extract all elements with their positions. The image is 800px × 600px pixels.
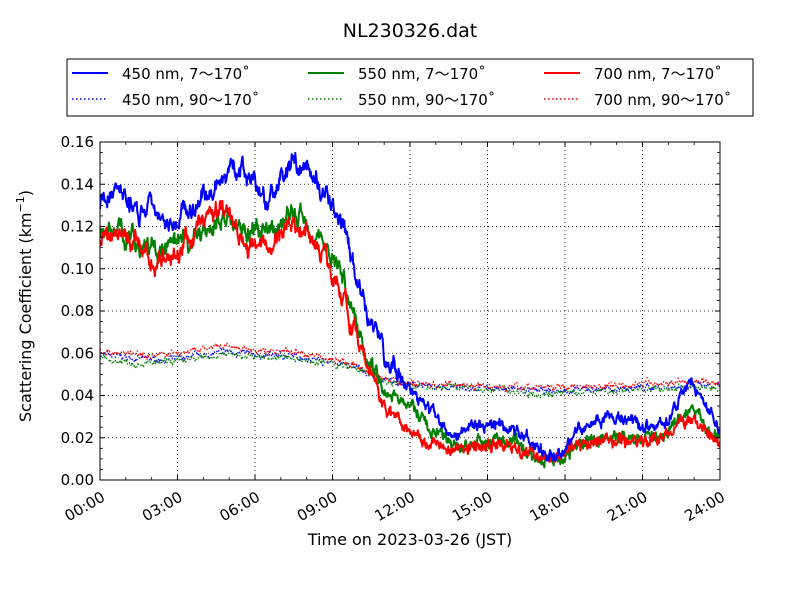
x-tick-label: 09:00 — [294, 488, 340, 525]
x-tick-labels: 00:00 03:00 06:00 09:00 12:00 15:00 18:00 21:00… — [62, 488, 728, 525]
series-line-4 — [100, 199, 720, 463]
y-tick-label: 0.08 — [61, 302, 94, 320]
y-tick-label: 0.00 — [61, 471, 94, 489]
y-axis-label-main: Scattering Coefficient (km — [16, 212, 35, 422]
plot-area — [99, 141, 721, 481]
series-layer — [100, 151, 720, 469]
x-tick-label: 03:00 — [139, 488, 185, 525]
legend-label-1: 450 nm, 90～170˚ — [122, 91, 259, 109]
y-tick-label: 0.02 — [61, 429, 94, 447]
series-line-0 — [100, 151, 720, 462]
x-tick-label: 15:00 — [449, 488, 495, 525]
x-tick-label: 18:00 — [527, 488, 573, 525]
chart-title: NL230326.dat — [343, 20, 478, 42]
legend-label-4: 700 nm, 7～170˚ — [594, 65, 722, 83]
y-tick-label: 0.12 — [61, 218, 94, 236]
y-tick-label: 0.04 — [61, 387, 94, 405]
y-tick-label: 0.16 — [61, 133, 94, 151]
x-tick-label: 00:00 — [62, 488, 108, 525]
y-tick-label: 0.10 — [61, 260, 94, 278]
axis-ticks — [99, 141, 721, 481]
y-axis-label: Scattering Coefficient (km−1) — [14, 190, 35, 422]
x-tick-label: 12:00 — [372, 488, 418, 525]
legend-label-0: 450 nm, 7～170˚ — [122, 65, 250, 83]
chart-legend: 450 nm, 7～170˚ 450 nm, 90～170˚ 550 nm, 7～1… — [66, 58, 754, 117]
x-tick-label: 21:00 — [604, 488, 650, 525]
legend-label-5: 700 nm, 90～170˚ — [594, 91, 731, 109]
x-tick-label: 06:00 — [217, 488, 263, 525]
series-line-1 — [100, 346, 720, 396]
series-line-3 — [100, 350, 720, 399]
y-tick-label: 0.06 — [61, 344, 94, 362]
y-axis-label-close: ) — [16, 190, 35, 196]
y-tick-labels: 0.00 0.02 0.04 0.06 0.08 0.10 0.12 0.14 0.16 — [61, 133, 94, 489]
y-tick-label: 0.14 — [61, 175, 94, 193]
legend-frame — [66, 58, 754, 117]
x-tick-label: 24:00 — [682, 488, 728, 525]
x-axis-label: Time on 2023-03-26 (JST) — [307, 530, 512, 549]
legend-label-3: 550 nm, 90～170˚ — [358, 91, 495, 109]
y-axis-label-exponent: −1 — [14, 196, 27, 212]
legend-label-2: 550 nm, 7～170˚ — [358, 65, 486, 83]
